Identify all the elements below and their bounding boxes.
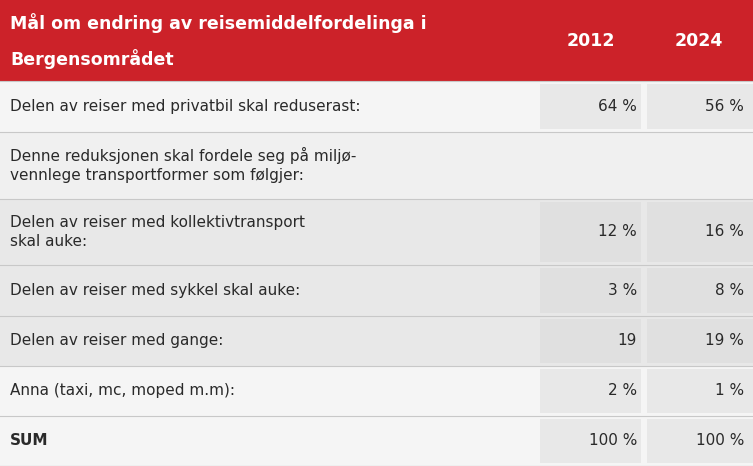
Text: 2 %: 2 % [608, 383, 637, 398]
Text: Anna (taxi, mc, moped m.m):: Anna (taxi, mc, moped m.m): [10, 383, 235, 398]
Text: Delen av reiser med sykkel skal auke:: Delen av reiser med sykkel skal auke: [10, 283, 300, 298]
Text: 2012: 2012 [566, 32, 614, 50]
Text: 12 %: 12 % [598, 225, 637, 240]
Bar [0, 0, 753, 82]
Bar [0, 82, 753, 132]
Text: Delen av reiser med gange:: Delen av reiser med gange: [10, 333, 224, 348]
Bar [540, 201, 641, 262]
Text: 56 %: 56 % [705, 99, 744, 114]
Bar [540, 319, 641, 363]
Text: 1 %: 1 % [715, 383, 744, 398]
Bar [647, 201, 753, 262]
Bar [0, 199, 753, 266]
Bar [540, 369, 641, 413]
Bar [647, 84, 753, 129]
Bar [540, 419, 641, 463]
Bar [0, 266, 753, 315]
Bar [0, 315, 753, 366]
Bar [540, 84, 641, 129]
Bar [540, 268, 641, 313]
Bar [647, 369, 753, 413]
Text: 100 %: 100 % [589, 433, 637, 448]
Text: 2024: 2024 [675, 32, 723, 50]
Text: 100 %: 100 % [696, 433, 744, 448]
Text: 8 %: 8 % [715, 283, 744, 298]
Bar [647, 319, 753, 363]
Text: Mål om endring av reisemiddelfordelinga i: Mål om endring av reisemiddelfordelinga … [10, 13, 427, 33]
Text: Bergensområdet: Bergensområdet [10, 48, 174, 69]
Bar [0, 416, 753, 466]
Text: Denne reduksjonen skal fordele seg på miljø-
vennlege transportformer som følgje: Denne reduksjonen skal fordele seg på mi… [10, 147, 356, 184]
Text: 3 %: 3 % [608, 283, 637, 298]
Text: SUM: SUM [10, 433, 48, 448]
Text: 19: 19 [617, 333, 637, 348]
Text: Delen av reiser med privatbil skal reduserast:: Delen av reiser med privatbil skal redus… [10, 99, 361, 114]
Text: Delen av reiser med kollektivtransport
skal auke:: Delen av reiser med kollektivtransport s… [10, 214, 305, 249]
Bar [647, 419, 753, 463]
Bar [0, 366, 753, 416]
Text: 16 %: 16 % [705, 225, 744, 240]
Bar [647, 268, 753, 313]
Bar [0, 132, 753, 199]
Text: 19 %: 19 % [705, 333, 744, 348]
Text: 64 %: 64 % [598, 99, 637, 114]
